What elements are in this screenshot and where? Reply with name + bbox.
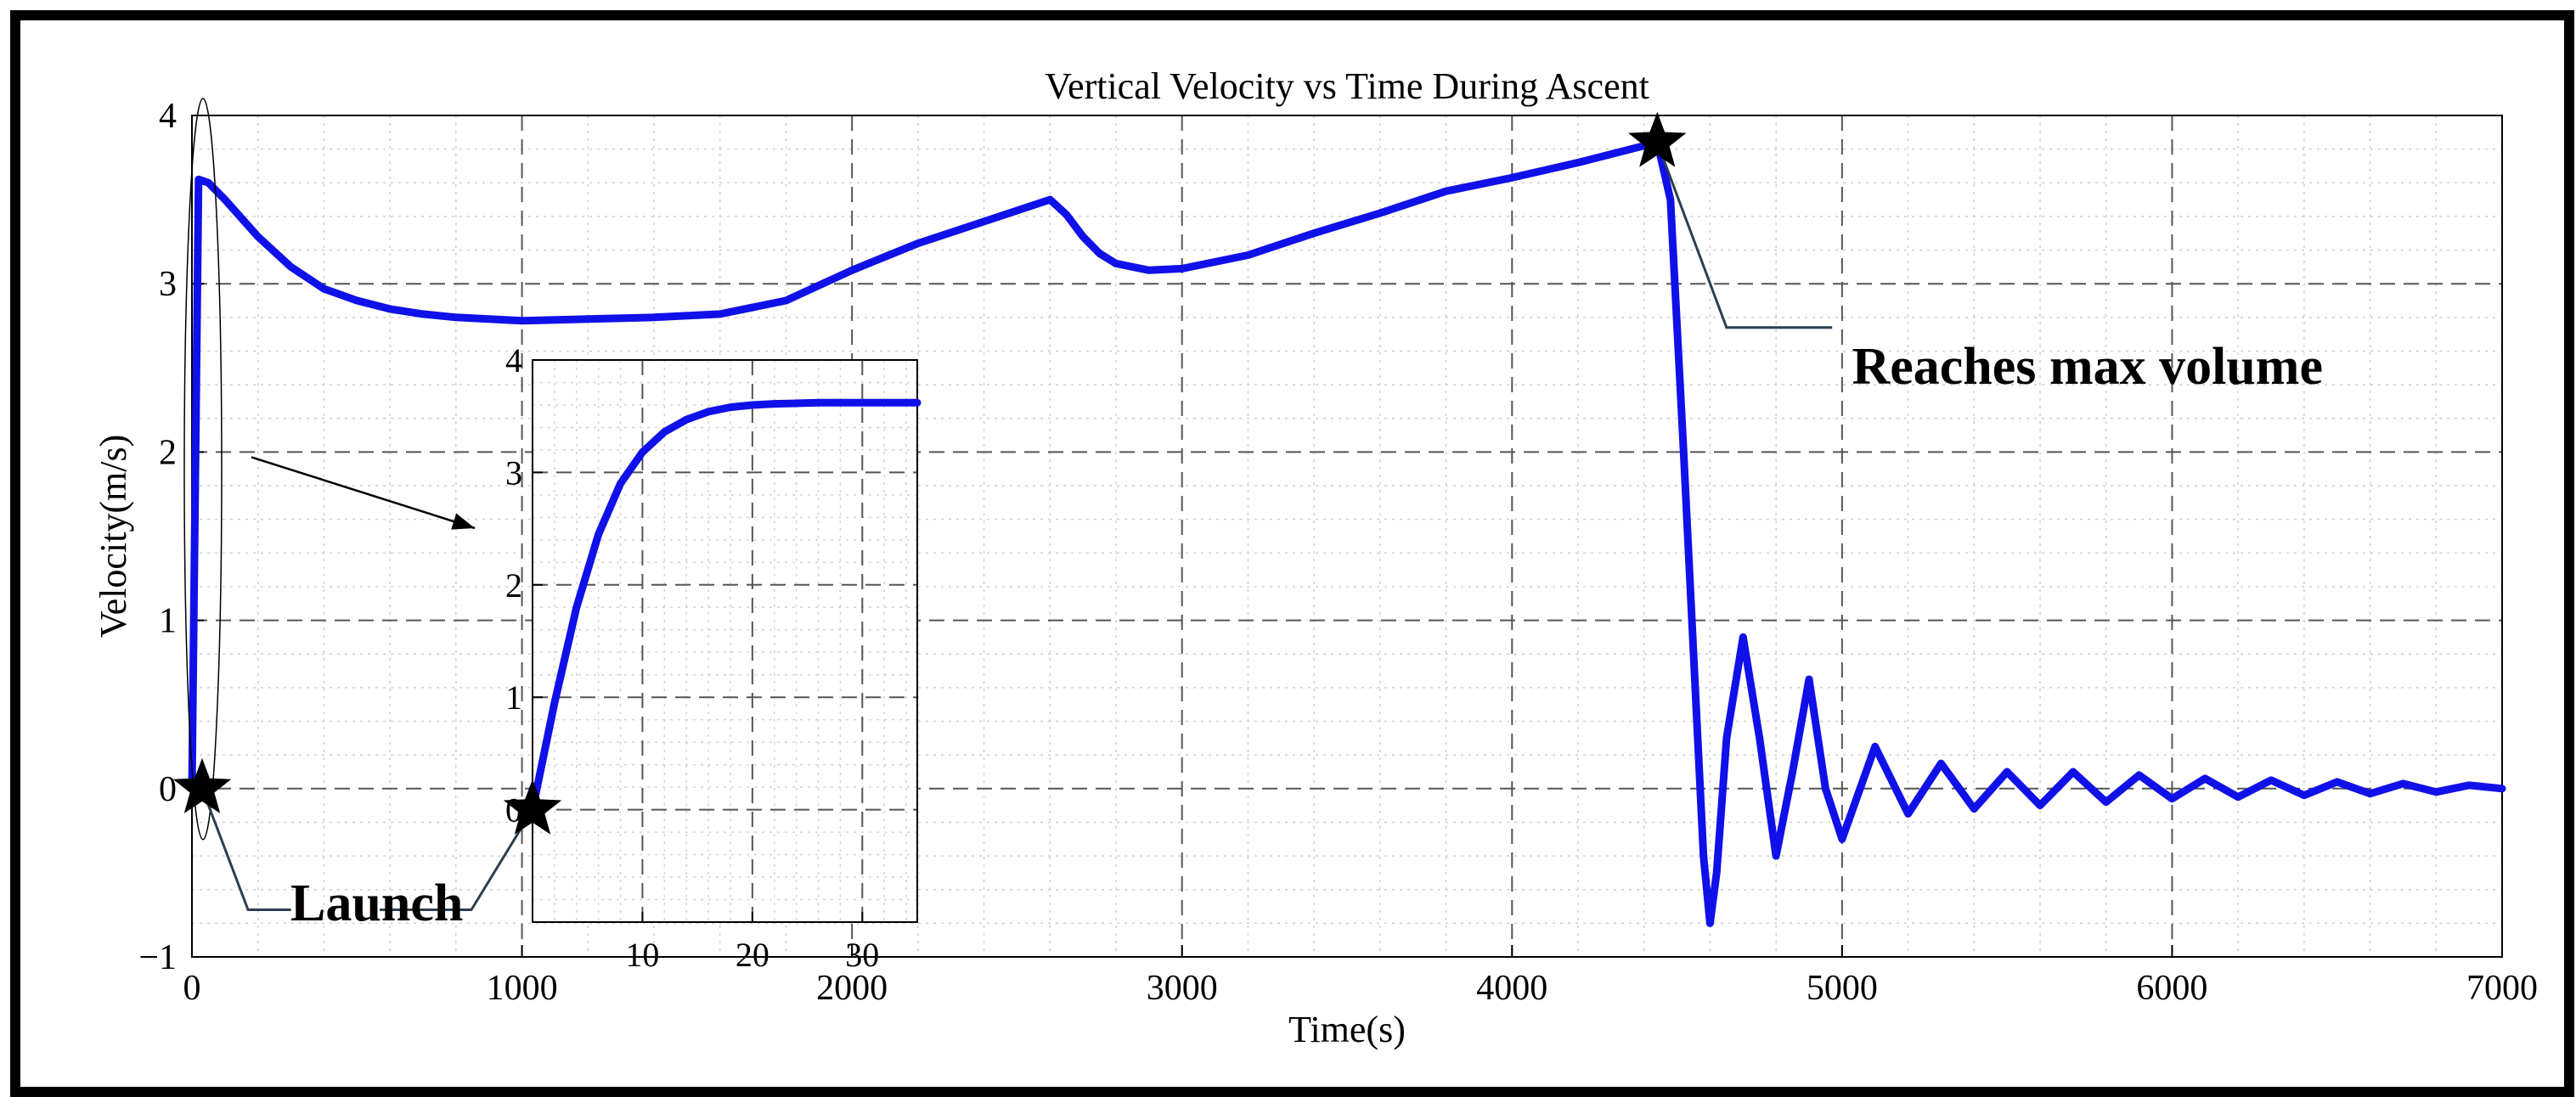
inset-x-tick-label: 30 [845, 936, 879, 974]
x-tick-label: 0 [183, 969, 201, 1008]
minor-grid [192, 115, 2502, 957]
x-tick-label: 2000 [816, 969, 888, 1008]
inset-x-tick-labels: 10 20 30 [625, 936, 879, 974]
y-tick-label: 0 [159, 770, 177, 809]
zoom-arrow-shaft [251, 456, 476, 530]
zoom-arrow-head [451, 513, 475, 530]
y-tick-labels: −1 0 1 2 3 4 [138, 97, 177, 977]
inset-velocity-line [528, 398, 922, 814]
figure-frame: 0 1000 2000 3000 4000 5000 6000 7000 −1 0 1 2 3 4 10… [10, 10, 2574, 1097]
callouts [172, 111, 1833, 912]
y-tick-label: 2 [159, 433, 177, 472]
inset-x-tick-label: 10 [625, 936, 659, 974]
inset-axes-box [532, 359, 918, 923]
inset-minor-grid [533, 360, 917, 922]
inset-y-tick-label: 2 [505, 566, 522, 605]
y-tick-label: 4 [159, 97, 177, 136]
y-tick-label: −1 [138, 938, 177, 977]
x-tick-label: 3000 [1147, 969, 1218, 1008]
launch-label: Launch [290, 875, 463, 932]
inset-y-tick-label: 1 [505, 678, 522, 717]
x-tick-label: 1000 [487, 969, 558, 1008]
inset-major-grid [533, 360, 917, 922]
inset-y-tick-label: 3 [505, 453, 522, 492]
inset-y-tick-label: 4 [505, 341, 522, 380]
x-axis-label: Time(s) [1288, 1009, 1406, 1050]
zoom-ellipse [183, 98, 223, 841]
y-tick-label: 1 [159, 602, 177, 641]
zoom-arrow [251, 456, 476, 530]
chart-title: Vertical Velocity vs Time During Ascent [1045, 65, 1649, 107]
inset-background [533, 360, 917, 922]
y-tick-label: 3 [159, 265, 177, 304]
launch-leader-line [200, 788, 291, 912]
max-volume-star-icon [1628, 111, 1687, 167]
inset-x-tick-label: 20 [736, 936, 769, 974]
x-tick-label: 7000 [2466, 969, 2538, 1008]
x-tick-label: 5000 [1807, 969, 1878, 1008]
launch-star-icon [172, 757, 232, 813]
max-volume-leader-line [1655, 142, 1833, 329]
x-tick-label: 6000 [2136, 969, 2207, 1008]
x-tick-label: 4000 [1476, 969, 1547, 1008]
y-axis-label: Velocity(m/s) [93, 435, 134, 639]
inset-launch-leader-line [380, 808, 534, 912]
max-volume-label: Reaches max volume [1852, 338, 2323, 396]
x-tick-labels: 0 1000 2000 3000 4000 5000 6000 7000 [183, 969, 2539, 1008]
inset-launch-star-icon [503, 779, 562, 835]
